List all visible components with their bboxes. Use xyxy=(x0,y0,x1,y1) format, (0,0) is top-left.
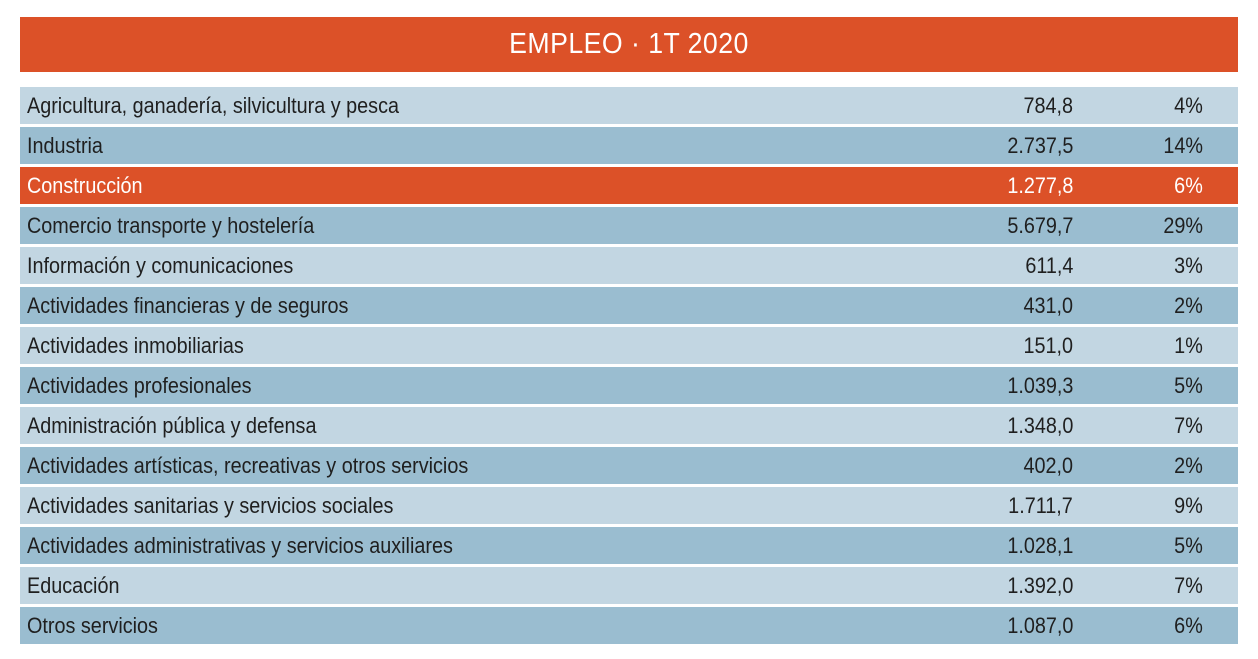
table-row: Información y comunicaciones 611,4 3% xyxy=(20,247,1238,284)
sector-name: Administración pública y defensa xyxy=(27,412,317,438)
table-row: Educación 1.392,0 7% xyxy=(20,567,1238,604)
table-title: EMPLEO · 1T 2020 xyxy=(509,28,749,60)
sector-name: Industria xyxy=(27,132,103,158)
sector-name: Actividades profesionales xyxy=(27,372,252,398)
sector-name: Otros servicios xyxy=(27,612,158,638)
employment-value: 1.039,3 xyxy=(1006,372,1073,398)
share-percent: 7% xyxy=(1174,412,1203,438)
share-percent: 5% xyxy=(1174,532,1203,558)
share-percent: 6% xyxy=(1174,612,1203,638)
table-row: Industria 2.737,5 14% xyxy=(20,127,1238,164)
employment-value: 2.737,5 xyxy=(1006,132,1073,158)
employment-value: 611,4 xyxy=(1024,252,1073,278)
employment-value: 1.348,0 xyxy=(1006,412,1073,438)
employment-value: 5.679,7 xyxy=(1006,212,1073,238)
sector-name: Agricultura, ganadería, silvicultura y p… xyxy=(27,92,399,118)
share-percent: 1% xyxy=(1174,332,1203,358)
share-percent: 4% xyxy=(1174,92,1203,118)
employment-value: 1.028,1 xyxy=(1006,532,1073,558)
employment-table: EMPLEO · 1T 2020 Agricultura, ganadería,… xyxy=(20,17,1238,647)
table-row: Actividades financieras y de seguros 431,… xyxy=(20,287,1238,324)
employment-value: 151,0 xyxy=(1023,332,1073,358)
sector-name: Actividades financieras y de seguros xyxy=(27,292,349,318)
table-row: Administración pública y defensa 1.348,0 7… xyxy=(20,407,1238,444)
table-row: Actividades inmobiliarias 151,0 1% xyxy=(20,327,1238,364)
share-percent: 14% xyxy=(1163,132,1203,158)
employment-value: 1.711,7 xyxy=(1008,492,1073,518)
employment-value: 1.277,8 xyxy=(1006,172,1073,198)
share-percent: 5% xyxy=(1174,372,1203,398)
sector-name: Actividades administrativas y servicios … xyxy=(27,532,453,558)
table-header-bar: EMPLEO · 1T 2020 xyxy=(20,17,1238,72)
table-row: Actividades profesionales 1.039,3 5% xyxy=(20,367,1238,404)
sector-name: Actividades sanitarias y servicios socia… xyxy=(27,492,394,518)
employment-value: 402,0 xyxy=(1023,452,1073,478)
employment-value: 784,8 xyxy=(1023,92,1073,118)
share-percent: 9% xyxy=(1174,492,1203,518)
sector-name: Educación xyxy=(27,572,120,598)
sector-name: Construcción xyxy=(27,172,143,198)
share-percent: 6% xyxy=(1174,172,1203,198)
sector-name: Actividades inmobiliarias xyxy=(27,332,244,358)
employment-value: 1.087,0 xyxy=(1006,612,1073,638)
share-percent: 3% xyxy=(1174,252,1203,278)
table-body: Agricultura, ganadería, silvicultura y p… xyxy=(20,87,1238,644)
table-row: Comercio transporte y hostelería 5.679,7 2… xyxy=(20,207,1238,244)
table-row: Agricultura, ganadería, silvicultura y p… xyxy=(20,87,1238,124)
employment-value: 431,0 xyxy=(1023,292,1073,318)
table-row: Actividades artísticas, recreativas y ot… xyxy=(20,447,1238,484)
sector-name: Comercio transporte y hostelería xyxy=(27,212,315,238)
sector-name: Información y comunicaciones xyxy=(27,252,294,278)
sector-name: Actividades artísticas, recreativas y ot… xyxy=(27,452,469,478)
table-row: Otros servicios 1.087,0 6% xyxy=(20,607,1238,644)
share-percent: 7% xyxy=(1174,572,1203,598)
table-row: Actividades administrativas y servicios … xyxy=(20,527,1238,564)
share-percent: 2% xyxy=(1174,292,1203,318)
table-row: Construcción 1.277,8 6% xyxy=(20,167,1238,204)
table-row: Actividades sanitarias y servicios socia… xyxy=(20,487,1238,524)
share-percent: 2% xyxy=(1174,452,1203,478)
employment-value: 1.392,0 xyxy=(1006,572,1073,598)
share-percent: 29% xyxy=(1163,212,1203,238)
